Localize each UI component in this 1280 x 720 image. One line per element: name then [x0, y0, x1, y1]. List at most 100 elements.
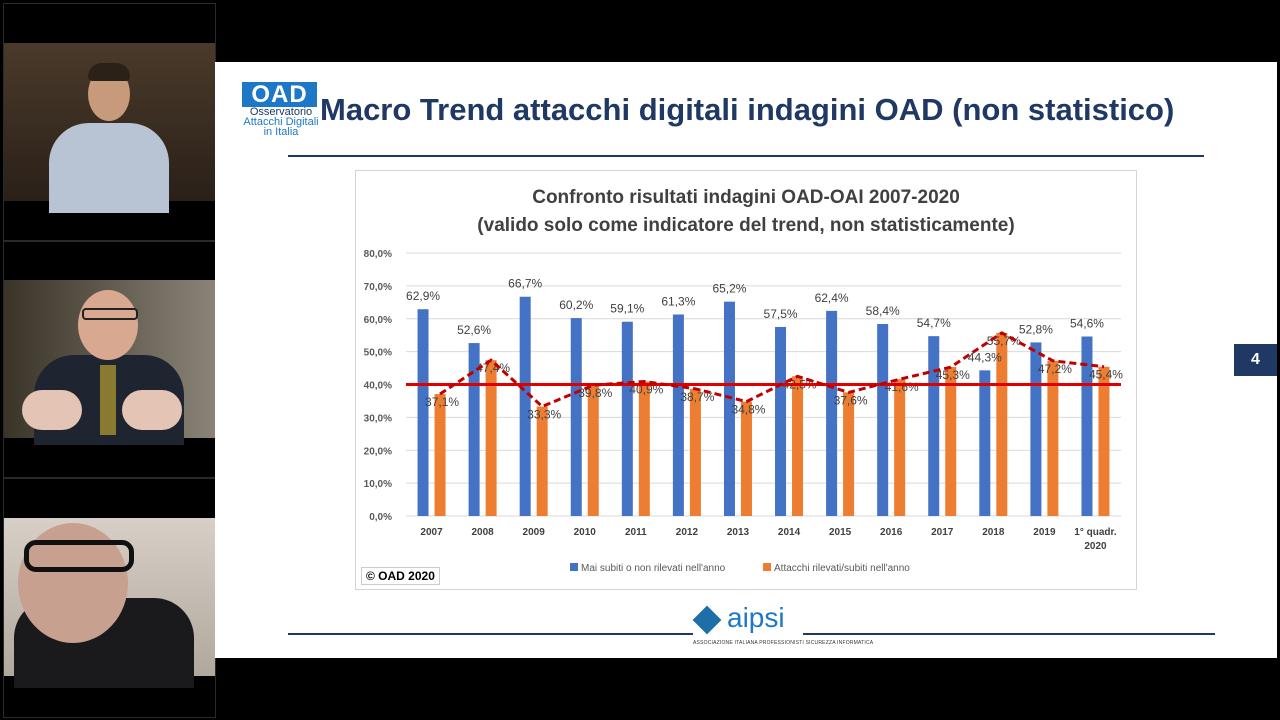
bar-series1 — [417, 309, 429, 516]
bar-series1 — [723, 301, 735, 516]
legend-swatch-series2 — [763, 563, 771, 571]
copyright-label: © OAD 2020 — [361, 567, 440, 585]
bar-series2 — [485, 360, 497, 516]
trend-line — [439, 331, 1105, 409]
x-tick-label: 2015 — [829, 527, 852, 538]
x-tick-label: 2010 — [574, 527, 597, 538]
bar-series1 — [519, 296, 531, 516]
oad-logo-line2: Attacchi Digitali — [243, 116, 319, 128]
bar-series2 — [945, 367, 957, 516]
y-tick-label: 50,0% — [364, 348, 392, 359]
data-label-series1: 52,8% — [1019, 322, 1053, 336]
data-label-series1: 66,7% — [508, 277, 542, 291]
oad-logo-line3: in Italia — [263, 126, 299, 138]
participant-tile-1[interactable] — [3, 3, 216, 241]
data-label-series2: 39,8% — [578, 386, 612, 400]
participant-tile-3[interactable] — [3, 478, 216, 718]
footer-rule-right — [803, 633, 1215, 635]
footer-rule-left — [288, 633, 693, 635]
bar-series1 — [1030, 342, 1042, 516]
aipsi-cube-icon — [692, 605, 722, 635]
chart: Confronto risultati indagini OAD-OAI 200… — [364, 187, 1124, 574]
data-label-series1: 65,2% — [712, 282, 746, 296]
bar-series1 — [1081, 336, 1093, 516]
x-tick-label: 2008 — [471, 527, 494, 538]
data-label-series1: 44,3% — [968, 350, 1002, 364]
slide-title: Macro Trend attacchi digitali indagini O… — [320, 92, 1175, 127]
legend-swatch-series1 — [570, 563, 578, 571]
bar-series1 — [672, 314, 684, 516]
glasses-icon — [82, 308, 138, 320]
x-tick-label: 2017 — [931, 527, 954, 538]
data-label-series2: 34,8% — [731, 403, 765, 417]
bar-series1 — [877, 324, 889, 516]
data-label-series1: 54,7% — [917, 316, 951, 330]
x-tick-label: 1° quadr. — [1074, 527, 1117, 538]
bar-series2 — [587, 385, 599, 516]
x-tick-label: 2018 — [982, 527, 1005, 538]
oad-logo-mark: OAD — [242, 82, 317, 107]
bar-series1 — [826, 310, 838, 516]
bar-series1 — [570, 318, 582, 516]
data-label-series1: 58,4% — [866, 304, 900, 318]
y-tick-label: 70,0% — [364, 282, 392, 293]
bar-series2 — [843, 392, 855, 516]
oad-logo-line1: Osservatorio — [249, 106, 313, 118]
bar-series1 — [928, 336, 940, 516]
data-label-series2: 47,4% — [476, 361, 510, 375]
data-label-series2: 41,6% — [885, 380, 919, 394]
data-label-series1: 62,9% — [406, 289, 440, 303]
participant-tile-2[interactable] — [3, 241, 216, 478]
bar-series2 — [740, 401, 752, 516]
aipsi-subtitle: ASSOCIAZIONE ITALIANA PROFESSIONISTI SIC… — [693, 640, 874, 646]
y-tick-label: 40,0% — [364, 381, 392, 392]
data-label-series2: 37,6% — [834, 393, 868, 407]
y-tick-label: 0,0% — [369, 512, 392, 523]
data-label-series1: 62,4% — [815, 291, 849, 305]
data-label-series1: 54,6% — [1070, 317, 1104, 331]
chart-subtitle: (valido solo come indicatore del trend, … — [477, 215, 1014, 236]
chart-title: Confronto risultati indagini OAD-OAI 200… — [532, 187, 960, 208]
bar-series2 — [638, 381, 650, 516]
oad-logo: OAD Osservatorio Attacchi Digitali in It… — [242, 82, 320, 138]
glasses-icon — [24, 540, 134, 572]
bar-series2 — [536, 406, 548, 516]
data-label-series2: 45,4% — [1089, 368, 1123, 382]
data-label-series1: 59,1% — [610, 302, 644, 316]
bar-series1 — [775, 326, 787, 516]
person-hand — [22, 390, 82, 430]
x-tick-label: 2012 — [676, 527, 699, 538]
person-tie — [100, 365, 116, 435]
bar-series2 — [689, 388, 701, 516]
person-hand — [122, 390, 182, 430]
data-label-series1: 52,6% — [457, 323, 491, 337]
person-head — [78, 290, 138, 360]
slide-page-number: 4 — [1234, 344, 1277, 376]
data-label-series2: 40,9% — [629, 383, 663, 397]
data-label-series2: 38,7% — [680, 390, 714, 404]
bar-series2 — [996, 332, 1008, 516]
bar-series1 — [468, 343, 480, 516]
title-rule — [288, 155, 1204, 157]
aipsi-logo: aipsi ASSOCIAZIONE ITALIANA PROFESSIONIS… — [692, 602, 873, 650]
participant-video-1 — [4, 43, 215, 213]
bar-series2 — [1047, 360, 1059, 516]
bar-series2 — [1098, 366, 1110, 516]
y-tick-label: 60,0% — [364, 315, 392, 326]
aipsi-wordmark: aipsi — [727, 602, 785, 633]
data-label-series2: 33,3% — [527, 408, 561, 422]
x-tick-label: 2019 — [1033, 527, 1056, 538]
y-tick-label: 30,0% — [364, 413, 392, 424]
legend-label-series2: Attacchi rilevati/subiti nell'anno — [774, 563, 910, 574]
participant-video-3 — [4, 518, 215, 688]
bar-series1 — [621, 321, 633, 516]
y-tick-label: 20,0% — [364, 446, 392, 457]
person-body — [49, 123, 169, 213]
data-label-series1: 61,3% — [661, 294, 695, 308]
x-tick-label: 2007 — [420, 527, 443, 538]
legend-label-series1: Mai subiti o non rilevati nell'anno — [581, 563, 726, 574]
x-tick-label: 2016 — [880, 527, 903, 538]
data-label-series2: 45,3% — [936, 368, 970, 382]
chart-frame: Confronto risultati indagini OAD-OAI 200… — [355, 170, 1137, 590]
y-tick-label: 10,0% — [364, 479, 392, 490]
